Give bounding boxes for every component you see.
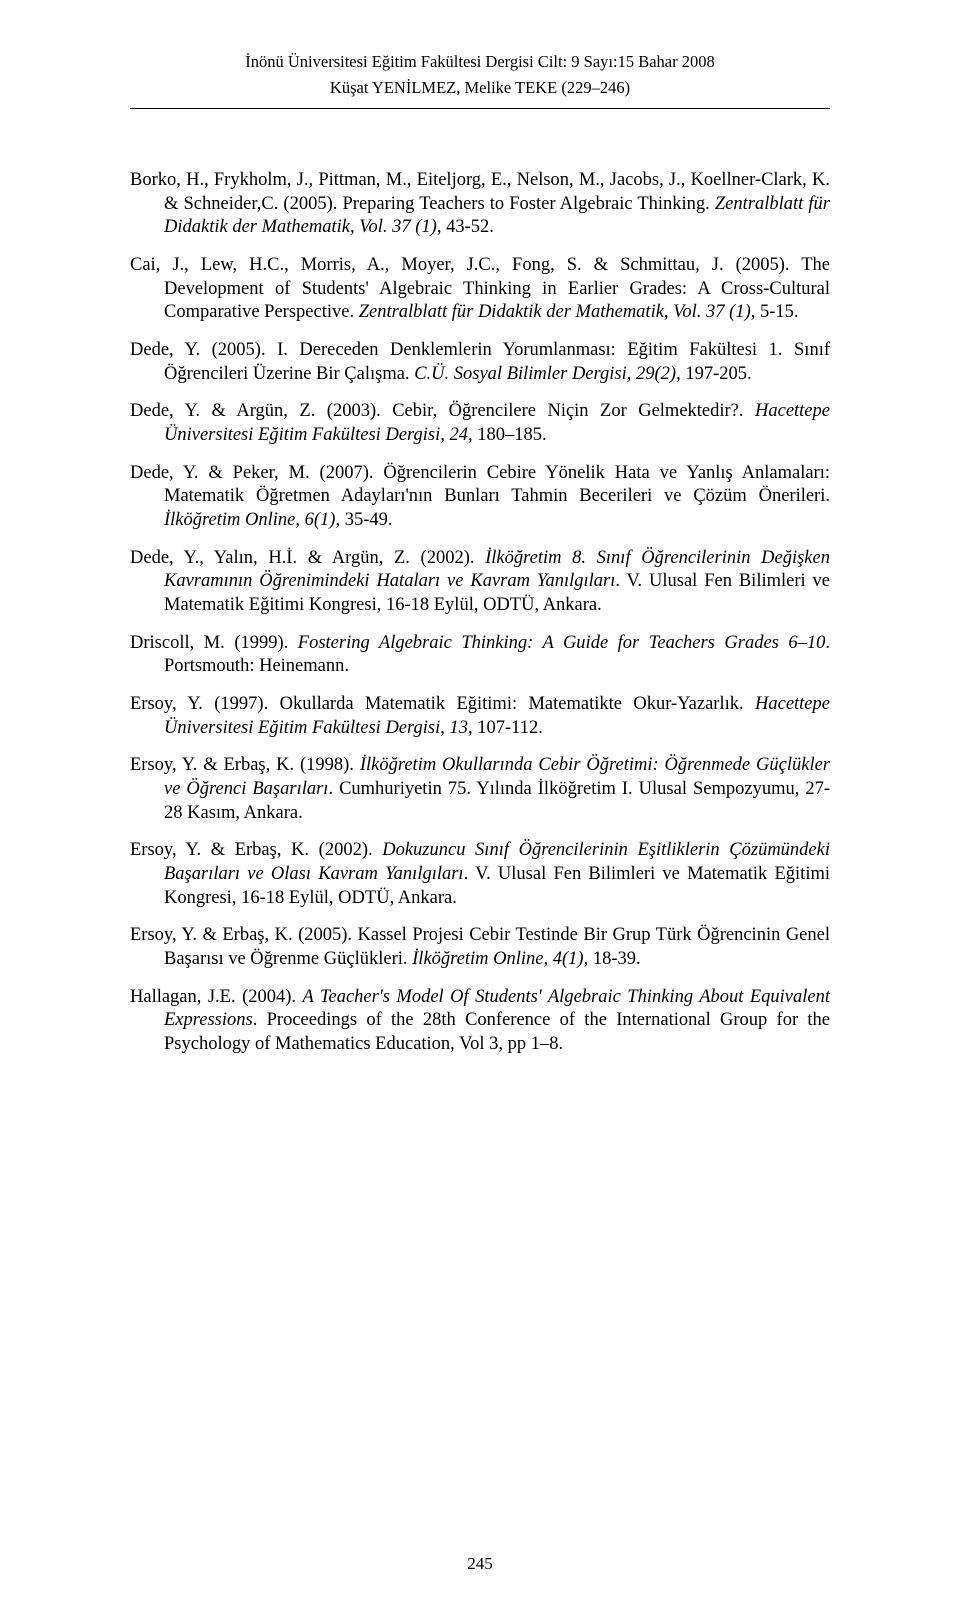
ref-italic: Fostering Algebraic Thinking: A Guide fo… bbox=[298, 633, 826, 653]
header-rule bbox=[130, 108, 830, 109]
ref-italic: C.Ü. Sosyal Bilimler Dergisi, 29(2) bbox=[414, 364, 676, 384]
ref-text: , 18-39. bbox=[584, 949, 641, 969]
ref-text: , 180–185. bbox=[468, 425, 547, 445]
reference-item: Hallagan, J.E. (2004). A Teacher's Model… bbox=[130, 986, 830, 1057]
reference-item: Cai, J., Lew, H.C., Morris, A., Moyer, J… bbox=[130, 254, 830, 325]
references-block: Borko, H., Frykholm, J., Pittman, M., Ei… bbox=[130, 169, 830, 1057]
ref-text: Ersoy, Y. & Erbaş, K. (1998). bbox=[130, 755, 360, 775]
reference-item: Borko, H., Frykholm, J., Pittman, M., Ei… bbox=[130, 169, 830, 240]
ref-text: Driscoll, M. (1999). bbox=[130, 633, 298, 653]
ref-text: Ersoy, Y. (1997). Okullarda Matematik Eğ… bbox=[130, 694, 755, 714]
ref-text: , 35-49. bbox=[335, 510, 392, 530]
reference-item: Ersoy, Y. & Erbaş, K. (1998). İlköğretim… bbox=[130, 754, 830, 825]
ref-text: , 197-205. bbox=[676, 364, 752, 384]
ref-text: Dede, Y. & Argün, Z. (2003). Cebir, Öğre… bbox=[130, 401, 755, 421]
header-journal-line: İnönü Üniversitesi Eğitim Fakültesi Derg… bbox=[130, 50, 830, 74]
reference-item: Dede, Y. (2005). I. Dereceden Denklemler… bbox=[130, 339, 830, 386]
reference-item: Ersoy, Y. & Erbaş, K. (2002). Dokuzuncu … bbox=[130, 839, 830, 910]
reference-item: Ersoy, Y. (1997). Okullarda Matematik Eğ… bbox=[130, 693, 830, 740]
reference-item: Dede, Y. & Peker, M. (2007). Öğrencileri… bbox=[130, 462, 830, 533]
ref-italic: İlköğretim Online, 4(1) bbox=[412, 949, 583, 969]
header-authors-line: Küşat YENİLMEZ, Melike TEKE (229–246) bbox=[130, 76, 830, 100]
reference-item: Dede, Y., Yalın, H.İ. & Argün, Z. (2002)… bbox=[130, 547, 830, 618]
reference-item: Dede, Y. & Argün, Z. (2003). Cebir, Öğre… bbox=[130, 400, 830, 447]
ref-italic: Zentralblatt für Didaktik der Mathematik… bbox=[359, 302, 751, 322]
reference-item: Driscoll, M. (1999). Fostering Algebraic… bbox=[130, 632, 830, 679]
ref-text: , 107-112. bbox=[468, 718, 543, 738]
page: İnönü Üniversitesi Eğitim Fakültesi Derg… bbox=[0, 0, 960, 1620]
ref-text: , 5-15. bbox=[751, 302, 799, 322]
ref-italic: İlköğretim Online, 6(1) bbox=[164, 510, 335, 530]
ref-text: Dede, Y. & Peker, M. (2007). Öğrencileri… bbox=[130, 463, 830, 507]
page-number: 245 bbox=[0, 1554, 960, 1574]
running-header: İnönü Üniversitesi Eğitim Fakültesi Derg… bbox=[130, 50, 830, 100]
ref-text: . Proceedings of the 28th Conference of … bbox=[164, 1010, 830, 1054]
ref-text: Dede, Y., Yalın, H.İ. & Argün, Z. (2002)… bbox=[130, 548, 485, 568]
reference-item: Ersoy, Y. & Erbaş, K. (2005). Kassel Pro… bbox=[130, 924, 830, 971]
ref-text: , 43-52. bbox=[437, 217, 494, 237]
ref-text: Hallagan, J.E. (2004). bbox=[130, 987, 302, 1007]
ref-text: Ersoy, Y. & Erbaş, K. (2002). bbox=[130, 840, 382, 860]
